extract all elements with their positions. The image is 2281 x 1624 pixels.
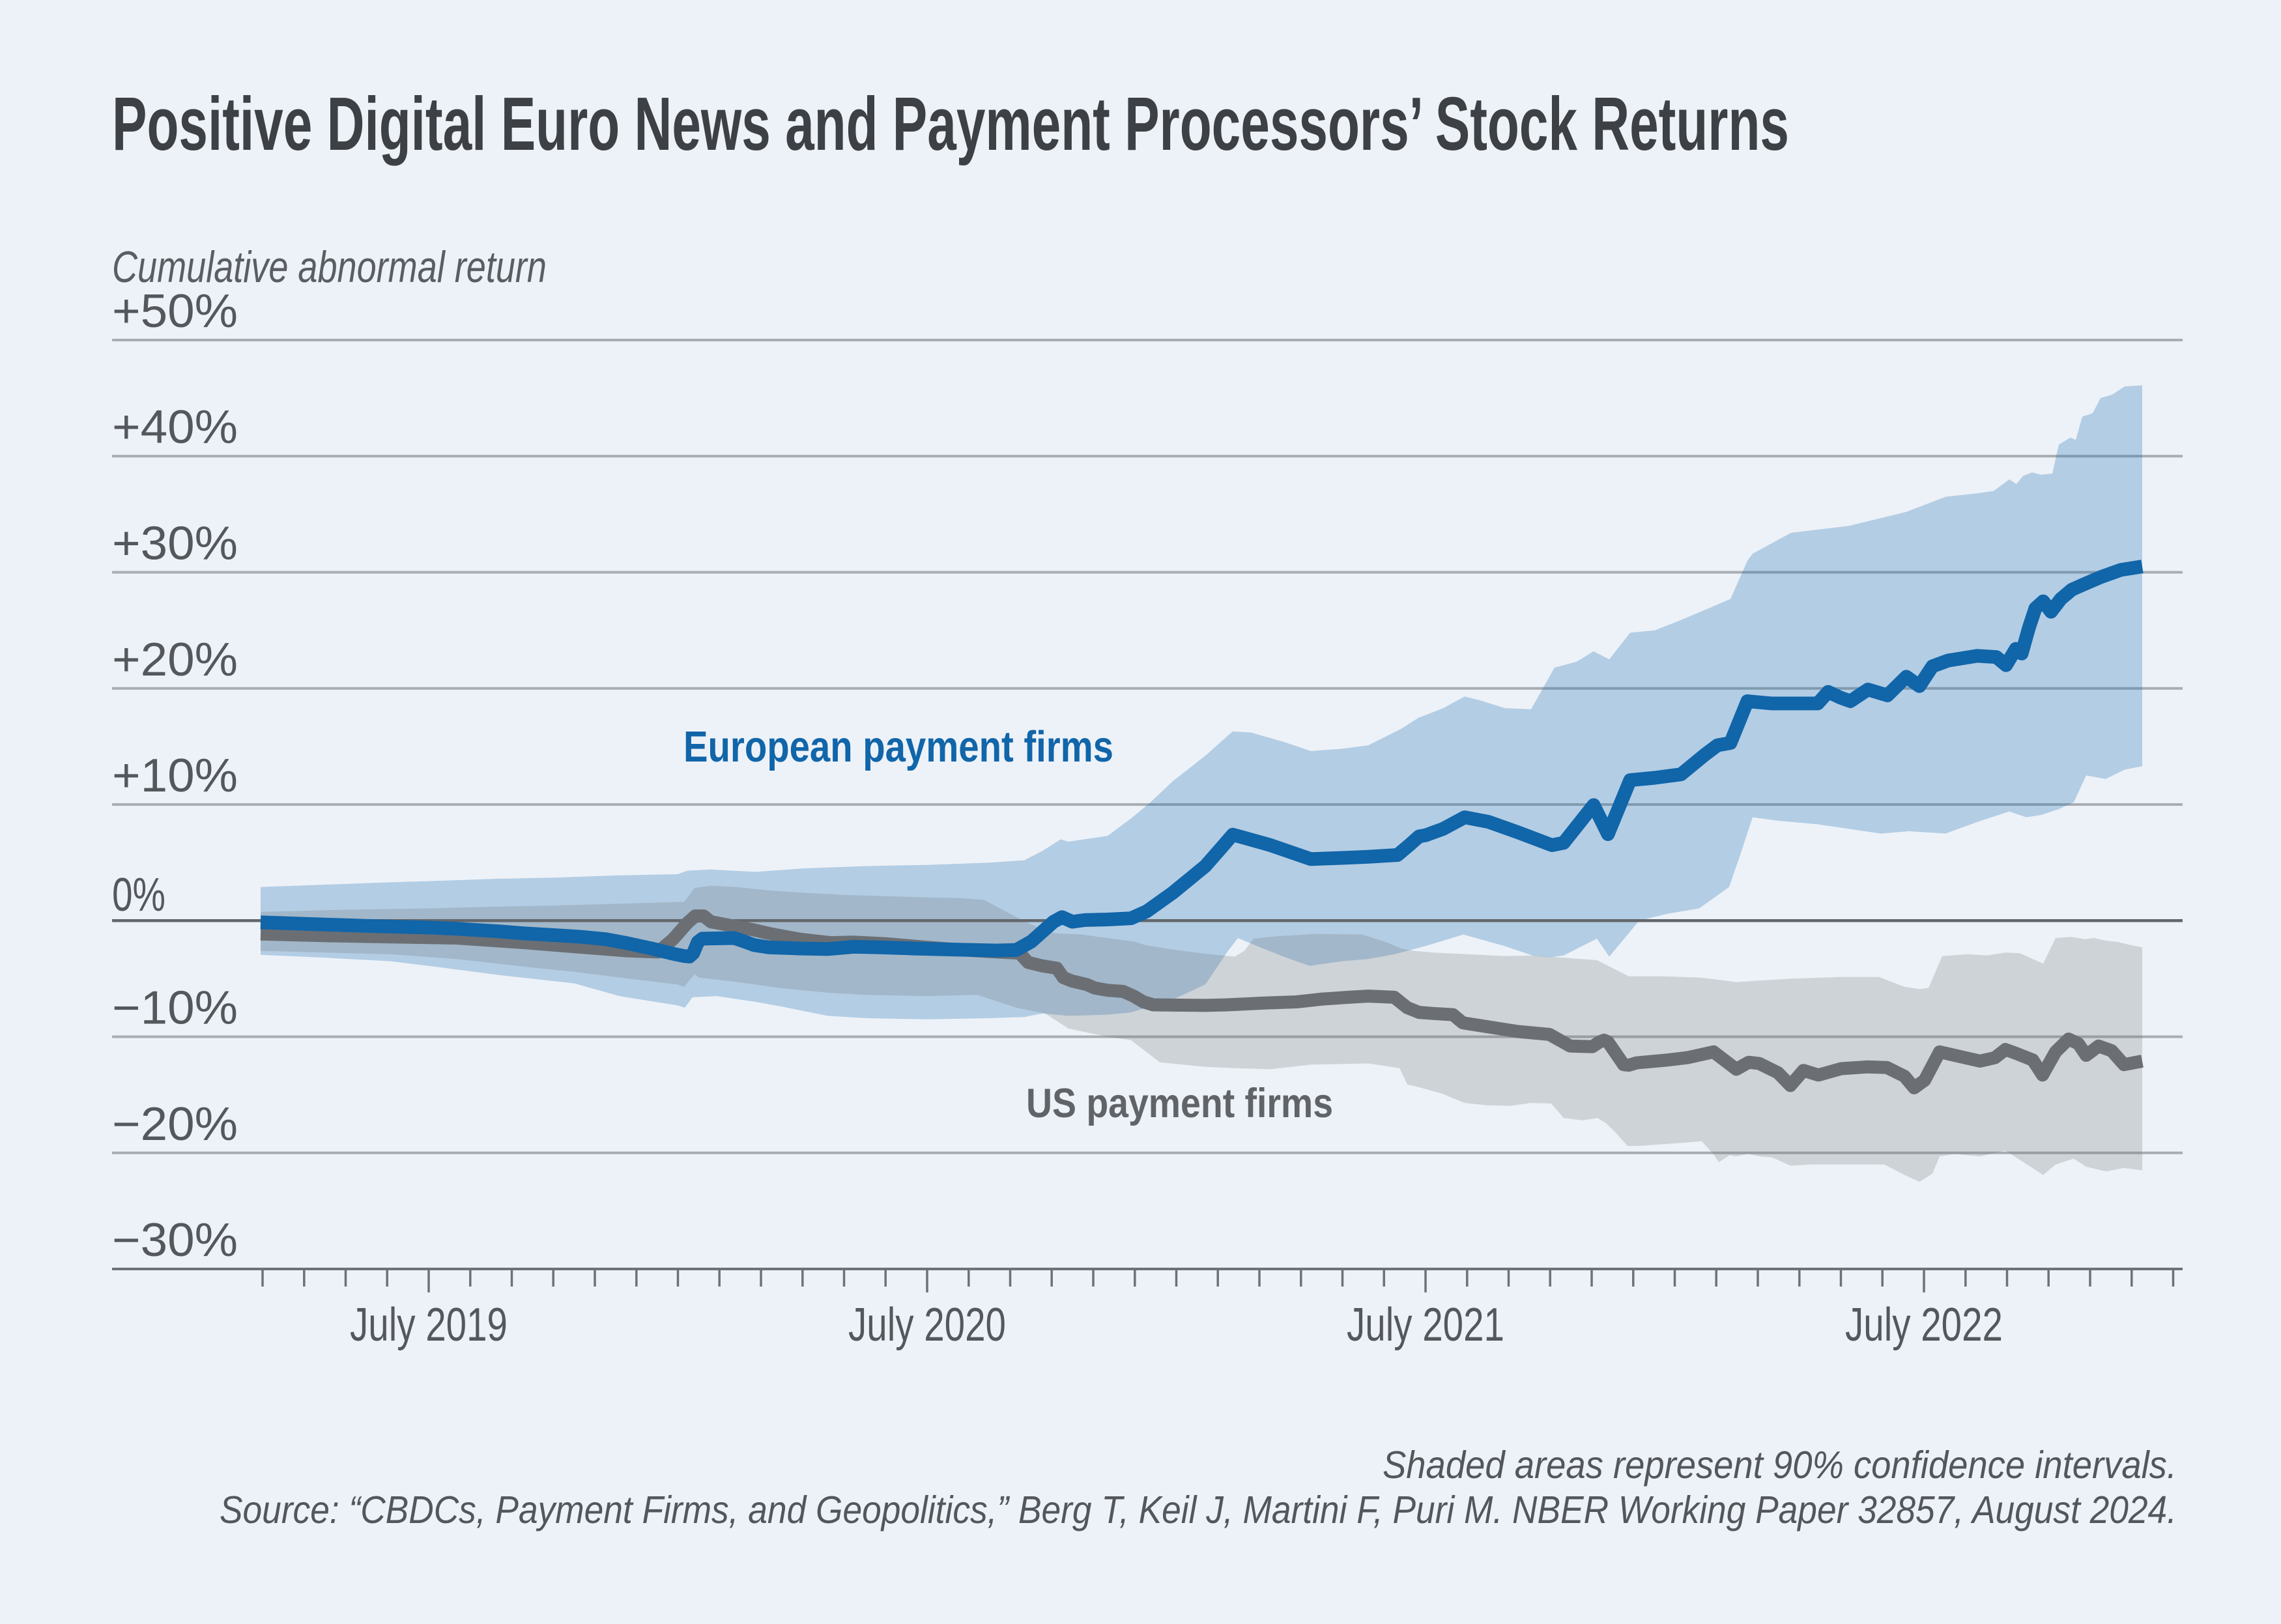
svg-text:Cumulative abnormal return: Cumulative abnormal return	[112, 242, 547, 292]
svg-text:European payment firms: European payment firms	[683, 722, 1113, 771]
svg-text:+10%: +10%	[112, 750, 238, 802]
svg-text:US payment firms: US payment firms	[1026, 1081, 1333, 1126]
svg-text:+40%: +40%	[112, 401, 238, 453]
svg-text:Positive Digital Euro News and: Positive Digital Euro News and Payment P…	[112, 81, 1789, 166]
svg-text:+20%: +20%	[112, 634, 238, 686]
svg-text:July 2021: July 2021	[1347, 1299, 1504, 1351]
svg-text:−10%: −10%	[112, 982, 238, 1034]
svg-text:0%: 0%	[112, 869, 165, 921]
svg-text:−30%: −30%	[112, 1214, 238, 1266]
svg-text:July 2022: July 2022	[1845, 1299, 2003, 1351]
svg-text:+50%: +50%	[112, 285, 238, 337]
svg-text:Shaded areas represent 90% con: Shaded areas represent 90% confidence in…	[1383, 1444, 2177, 1487]
svg-text:July 2019: July 2019	[350, 1299, 508, 1351]
svg-text:+30%: +30%	[112, 518, 238, 570]
svg-text:−20%: −20%	[112, 1098, 238, 1150]
svg-text:July 2020: July 2020	[848, 1299, 1006, 1351]
svg-text:Source: “CBDCs, Payment Firms,: Source: “CBDCs, Payment Firms, and Geopo…	[220, 1489, 2177, 1531]
